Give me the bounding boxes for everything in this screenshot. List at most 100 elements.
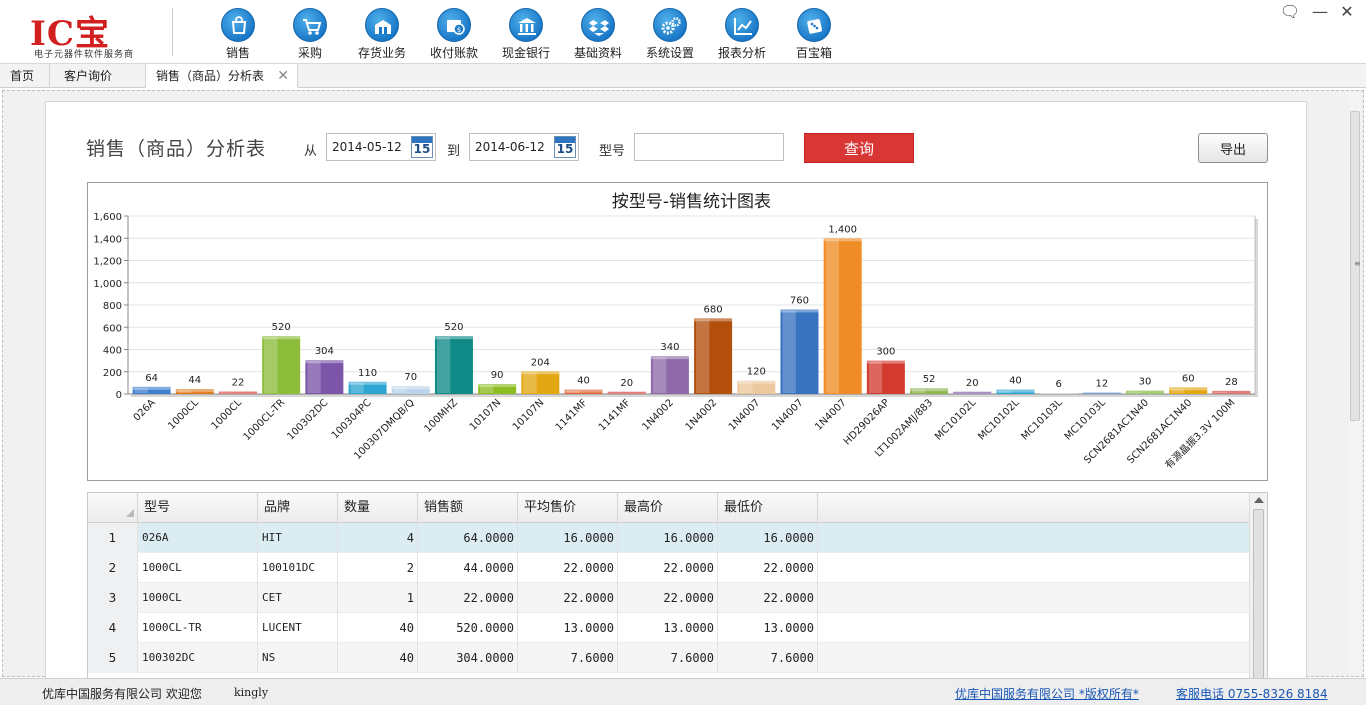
nav-system-settings[interactable]: 系统设置 — [634, 8, 706, 62]
header-amount[interactable]: 销售额 — [418, 493, 518, 523]
bar-cap — [1212, 390, 1251, 394]
header-qty[interactable]: 数量 — [338, 493, 418, 523]
nav-report-analysis[interactable]: 报表分析 — [706, 8, 778, 62]
bar — [478, 383, 517, 394]
bank-icon — [509, 8, 543, 42]
tab-sales-analysis-label: 销售（商品）分析表 — [156, 69, 265, 83]
chat-icon[interactable]: 🗨 — [1279, 2, 1301, 21]
bar-highlight — [350, 382, 364, 393]
report-panel: 销售（商品）分析表 从 15 到 15 型号 查询 导出 按型号-销售统计图表0… — [45, 101, 1307, 682]
cell-min-price: 13.0000 — [718, 613, 818, 643]
dropbox-icon — [581, 8, 615, 42]
chart-title: 按型号-销售统计图表 — [612, 192, 771, 212]
bar — [866, 360, 905, 394]
table-row[interactable]: 1 026A HIT 4 64.0000 16.0000 16.0000 16.… — [88, 523, 1250, 553]
cell-avg-price: 22.0000 — [518, 553, 618, 583]
x-tick-label: 1000CL — [209, 397, 244, 432]
nav-basic-data[interactable]: 基础资料 — [562, 8, 634, 62]
x-tick-label: 1N4002 — [684, 397, 720, 433]
nav-sales-label: 销售 — [225, 46, 250, 60]
query-button[interactable]: 查询 — [804, 133, 914, 163]
table-row[interactable]: 4 1000CL-TR LUCENT 40 520.0000 13.0000 1… — [88, 613, 1250, 643]
bar-cap — [1126, 390, 1165, 394]
cell-amount: 44.0000 — [418, 553, 518, 583]
nav-purchase[interactable]: 采购 — [274, 8, 346, 62]
status-bar: 优库中国服务有限公司 欢迎您 kingly 优库中国服务有限公司 *版权所有* … — [0, 678, 1366, 705]
bar — [132, 386, 171, 394]
header-min-price[interactable]: 最低价 — [718, 493, 818, 523]
from-date-input[interactable] — [327, 134, 409, 160]
data-label: 340 — [660, 342, 679, 353]
bar — [650, 356, 689, 394]
bar-highlight — [652, 357, 667, 393]
row-index: 5 — [88, 643, 138, 673]
scroll-up-arrow-icon[interactable] — [1254, 497, 1264, 503]
data-label: 40 — [1009, 376, 1022, 387]
nav-sales[interactable]: 销售 — [202, 8, 274, 62]
cell-qty: 1 — [338, 583, 418, 613]
cell-model: 1000CL-TR — [138, 613, 258, 643]
data-label: 52 — [923, 374, 936, 385]
bar — [521, 371, 560, 394]
table-row[interactable]: 3 1000CL CET 1 22.0000 22.0000 22.0000 2… — [88, 583, 1250, 613]
data-label: 304 — [315, 346, 334, 357]
calendar-icon[interactable]: 15 — [411, 136, 433, 158]
table-row[interactable]: 2 1000CL 100101DC 2 44.0000 22.0000 22.0… — [88, 553, 1250, 583]
header-max-price[interactable]: 最高价 — [618, 493, 718, 523]
bar — [348, 381, 387, 394]
welcome-text: 优库中国服务有限公司 欢迎您 — [42, 687, 202, 701]
data-label: 760 — [790, 295, 809, 306]
data-label: 70 — [404, 372, 417, 383]
bar-cap — [391, 386, 430, 390]
data-label: 110 — [358, 368, 377, 379]
header-avg-price[interactable]: 平均售价 — [518, 493, 618, 523]
table-scroll-thumb[interactable] — [1253, 509, 1264, 679]
bar — [175, 389, 214, 394]
dice-icon — [797, 8, 831, 42]
nav-inventory[interactable]: 存货业务 — [346, 8, 418, 62]
x-tick-label: 10107N — [468, 397, 504, 433]
header-brand[interactable]: 品牌 — [258, 493, 338, 523]
bar — [1039, 393, 1078, 394]
nav-cash-bank[interactable]: 现金银行 — [490, 8, 562, 62]
minimize-button[interactable]: — — [1312, 2, 1328, 21]
table-scrollbar[interactable] — [1249, 493, 1267, 681]
calendar-icon[interactable]: 15 — [554, 136, 576, 158]
y-tick-label: 1,600 — [93, 212, 122, 223]
copyright-link[interactable]: 优库中国服务有限公司 *版权所有* — [955, 687, 1139, 701]
bar — [694, 318, 733, 394]
data-label: 6 — [1055, 379, 1061, 390]
data-label: 680 — [704, 304, 723, 315]
data-label: 204 — [531, 357, 550, 368]
tab-home[interactable]: 首页 — [0, 64, 50, 88]
support-phone-link[interactable]: 客服电话 0755-8326 8184 — [1176, 687, 1328, 701]
page-scroll-thumb[interactable]: ≡ — [1350, 111, 1361, 421]
cell-min-price: 16.0000 — [718, 523, 818, 553]
x-tick-label: 1N4007 — [770, 397, 806, 433]
bar — [823, 238, 862, 394]
tab-customer-inquiry[interactable]: 客户询价 — [50, 64, 146, 88]
cell-model: 1000CL — [138, 583, 258, 613]
to-date-input[interactable] — [470, 134, 552, 160]
bar — [218, 391, 257, 394]
nav-toolbox[interactable]: 百宝箱 — [778, 8, 850, 62]
close-tab-icon[interactable]: ✕ — [277, 68, 289, 84]
header-model[interactable]: 型号 — [138, 493, 258, 523]
export-button[interactable]: 导出 — [1198, 133, 1268, 163]
page-scrollbar[interactable]: ≡ — [1349, 93, 1361, 673]
close-window-button[interactable]: ✕ — [1340, 2, 1354, 21]
bar-highlight — [480, 384, 494, 393]
tab-sales-analysis[interactable]: 销售（商品）分析表 ✕ — [146, 64, 298, 88]
table-row[interactable]: 5 100302DC NS 40 304.0000 7.6000 7.6000 … — [88, 643, 1250, 673]
y-tick-label: 800 — [103, 301, 122, 312]
bar-cap — [478, 383, 517, 387]
data-label: 64 — [145, 373, 158, 384]
bar-cap — [305, 360, 344, 364]
nav-receivables[interactable]: $ 收付账款 — [418, 8, 490, 62]
cell-brand: 100101DC — [258, 553, 338, 583]
model-input[interactable] — [634, 133, 784, 161]
tab-home-label: 首页 — [10, 69, 35, 83]
cell-qty: 40 — [338, 613, 418, 643]
bar-cap — [953, 391, 992, 394]
nav-inventory-label: 存货业务 — [357, 46, 406, 60]
